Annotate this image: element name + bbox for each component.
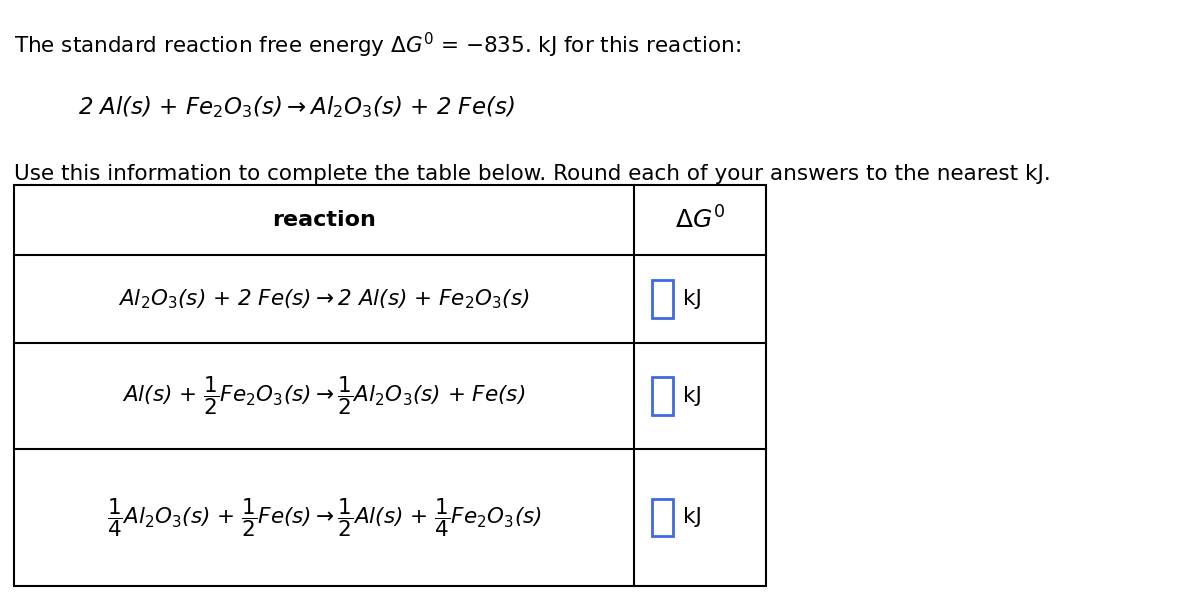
Text: $\dfrac{1}{4}$Al$_2$O$_3$(s) + $\dfrac{1}{2}$Fe(s)$\rightarrow$$\dfrac{1}{2}$Al(: $\dfrac{1}{4}$Al$_2$O$_3$(s) + $\dfrac{1… (107, 496, 541, 539)
Text: kJ: kJ (683, 289, 702, 309)
Bar (652, 280, 673, 318)
Bar (14, 185, 766, 586)
Text: 2 Al(s) + Fe$_2$O$_3$(s)$\rightarrow$Al$_2$O$_3$(s) + 2 Fe(s): 2 Al(s) + Fe$_2$O$_3$(s)$\rightarrow$Al$… (78, 94, 515, 120)
Text: The standard reaction free energy $\Delta G^{0}$ = $-$835. kJ for this reaction:: The standard reaction free energy $\Delt… (14, 30, 742, 59)
Text: Use this information to complete the table below. Round each of your answers to : Use this information to complete the tab… (14, 164, 1051, 184)
Text: Al(s) + $\dfrac{1}{2}$Fe$_2$O$_3$(s)$\rightarrow$$\dfrac{1}{2}$Al$_2$O$_3$(s) + : Al(s) + $\dfrac{1}{2}$Fe$_2$O$_3$(s)$\ri… (122, 375, 526, 418)
Text: $\Delta G^{0}$: $\Delta G^{0}$ (674, 206, 725, 234)
Bar (652, 499, 673, 537)
Text: kJ: kJ (683, 507, 702, 527)
Text: Al$_2$O$_3$(s) + 2 Fe(s)$\rightarrow$2 Al(s) + Fe$_2$O$_3$(s): Al$_2$O$_3$(s) + 2 Fe(s)$\rightarrow$2 A… (119, 287, 529, 311)
Bar (652, 377, 673, 415)
Text: reaction: reaction (272, 210, 376, 230)
Text: kJ: kJ (683, 386, 702, 406)
